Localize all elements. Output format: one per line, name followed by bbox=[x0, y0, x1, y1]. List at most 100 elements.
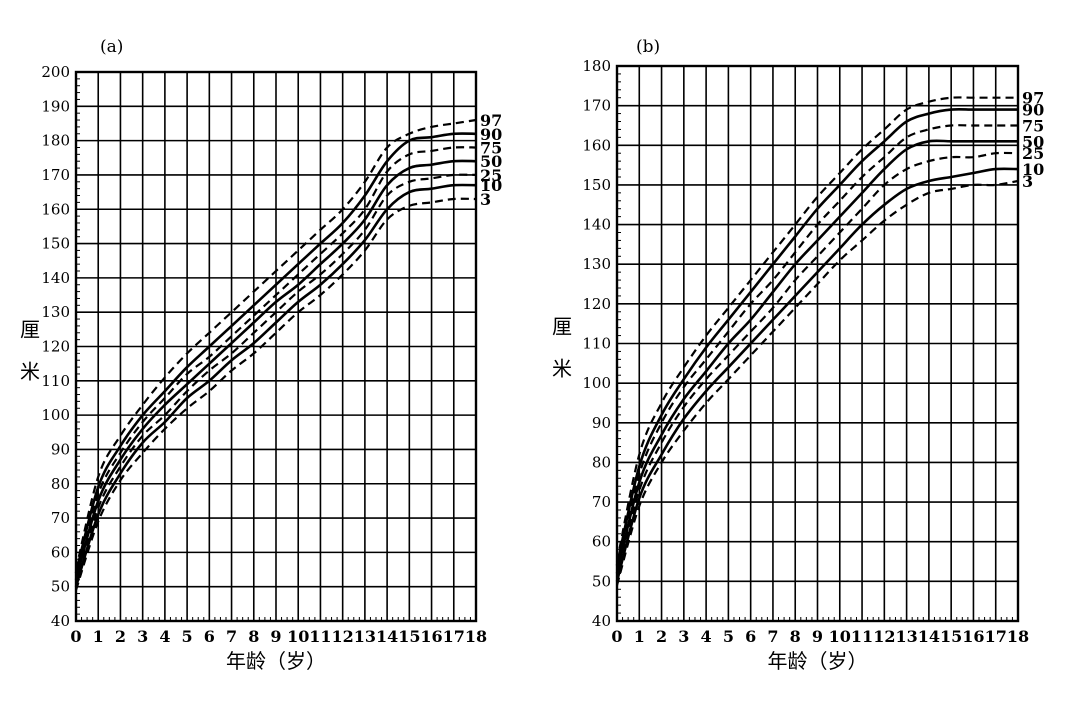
y-tick-label: 140 bbox=[41, 269, 70, 287]
y-tick-label: 170 bbox=[41, 166, 70, 184]
percentile-label: 90 bbox=[480, 125, 502, 144]
x-tick-label: 2 bbox=[115, 627, 126, 646]
x-tick-label: 10 bbox=[287, 627, 309, 646]
y-tick-label: 50 bbox=[592, 572, 611, 590]
y-tick-label: 120 bbox=[41, 338, 70, 356]
x-tick-label: 15 bbox=[398, 627, 420, 646]
y-tick-label: 40 bbox=[592, 612, 611, 630]
plot-frame bbox=[74, 70, 478, 623]
x-tick-label: 14 bbox=[918, 627, 940, 646]
y-tick-label: 180 bbox=[41, 132, 70, 150]
series-line-p75 bbox=[74, 146, 477, 577]
y-tick-label: 170 bbox=[582, 97, 611, 115]
x-tick-label: 18 bbox=[1007, 627, 1029, 646]
x-tick-label: 4 bbox=[159, 627, 170, 646]
x-tick-label: 8 bbox=[248, 627, 259, 646]
y-tick-label: 150 bbox=[41, 235, 70, 253]
series-line-p10 bbox=[74, 183, 477, 588]
y-tick-label: 150 bbox=[582, 176, 611, 194]
panel-label: (b) bbox=[636, 37, 660, 57]
y-tick-label: 120 bbox=[582, 295, 611, 313]
series-line-p90 bbox=[615, 107, 1018, 566]
series-line-p75 bbox=[615, 124, 1018, 570]
series-line-p97 bbox=[615, 96, 1018, 562]
y-tick-label: 130 bbox=[582, 255, 611, 273]
y-tick-label: 110 bbox=[582, 335, 611, 353]
x-tick-label: 1 bbox=[634, 627, 645, 646]
y-tick-label: 70 bbox=[51, 509, 70, 527]
x-tick-label: 11 bbox=[309, 627, 331, 646]
x-tick-label: 7 bbox=[767, 627, 778, 646]
percentile-label: 25 bbox=[480, 166, 502, 185]
x-axis-label: 年龄（岁） bbox=[226, 649, 326, 673]
x-tick-label: 7 bbox=[226, 627, 237, 646]
chart-panel-b: 4050607080901001101201301401501601701800… bbox=[552, 37, 1044, 673]
y-tick-label: 70 bbox=[592, 493, 611, 511]
series-line-p97 bbox=[74, 118, 477, 570]
y-tick-label: 80 bbox=[51, 475, 70, 493]
percentile-label: 10 bbox=[1022, 160, 1044, 179]
x-tick-label: 10 bbox=[829, 627, 851, 646]
x-tick-label: 11 bbox=[851, 627, 873, 646]
y-tick-label: 60 bbox=[592, 533, 611, 551]
y-tick-label: 100 bbox=[41, 406, 70, 424]
x-tick-label: 5 bbox=[723, 627, 734, 646]
plot-frame bbox=[615, 64, 1020, 623]
x-tick-label: 17 bbox=[985, 627, 1007, 646]
percentile-label: 50 bbox=[1022, 132, 1044, 151]
y-tick-label: 90 bbox=[592, 414, 611, 432]
x-tick-label: 16 bbox=[420, 627, 442, 646]
y-axis-label: 厘米 bbox=[552, 315, 572, 381]
panel-label: (a) bbox=[100, 37, 123, 57]
y-tick-label: 190 bbox=[41, 97, 70, 115]
percentile-label: 50 bbox=[480, 152, 502, 171]
y-axis-label: 厘米 bbox=[20, 318, 40, 384]
y-tick-label: 140 bbox=[582, 216, 611, 234]
y-tick-label: 90 bbox=[51, 440, 70, 458]
y-tick-label: 130 bbox=[41, 303, 70, 321]
percentile-label: 3 bbox=[1022, 172, 1033, 191]
x-tick-label: 3 bbox=[678, 627, 689, 646]
x-tick-label: 2 bbox=[656, 627, 667, 646]
percentile-label: 3 bbox=[480, 190, 491, 209]
series-line-p50 bbox=[615, 139, 1018, 574]
x-tick-label: 0 bbox=[611, 627, 622, 646]
y-tick-label: 40 bbox=[51, 612, 70, 630]
x-tick-label: 8 bbox=[790, 627, 801, 646]
x-tick-label: 12 bbox=[873, 627, 895, 646]
percentile-label: 75 bbox=[480, 138, 502, 157]
y-tick-label: 160 bbox=[41, 200, 70, 218]
y-tick-label: 50 bbox=[51, 578, 70, 596]
x-tick-label: 15 bbox=[940, 627, 962, 646]
x-tick-label: 9 bbox=[812, 627, 823, 646]
series-line-p50 bbox=[74, 159, 477, 581]
y-tick-label: 200 bbox=[41, 63, 70, 81]
series-line-p10 bbox=[615, 167, 1019, 582]
x-tick-label: 12 bbox=[332, 627, 354, 646]
percentile-label: 97 bbox=[480, 111, 502, 130]
chart-panel-a: 4050607080901001101201301401501601701801… bbox=[20, 37, 502, 673]
x-tick-label: 5 bbox=[182, 627, 193, 646]
x-axis-label: 年龄（岁） bbox=[768, 649, 868, 673]
y-tick-label: 180 bbox=[582, 57, 611, 75]
percentile-label: 90 bbox=[1022, 101, 1044, 120]
series-line-p90 bbox=[74, 132, 477, 574]
x-tick-label: 6 bbox=[204, 627, 215, 646]
x-tick-label: 4 bbox=[701, 627, 712, 646]
percentile-label: 10 bbox=[480, 176, 502, 195]
percentile-label: 75 bbox=[1022, 116, 1044, 135]
x-tick-label: 9 bbox=[270, 627, 281, 646]
x-tick-label: 3 bbox=[137, 627, 148, 646]
series-line-p3 bbox=[615, 179, 1019, 586]
y-tick-label: 160 bbox=[582, 136, 611, 154]
x-tick-label: 17 bbox=[443, 627, 465, 646]
x-tick-label: 0 bbox=[70, 627, 81, 646]
x-tick-label: 6 bbox=[745, 627, 756, 646]
percentile-label: 97 bbox=[1022, 89, 1044, 108]
x-tick-label: 1 bbox=[93, 627, 104, 646]
y-tick-label: 60 bbox=[51, 543, 70, 561]
x-tick-label: 16 bbox=[962, 627, 984, 646]
x-tick-label: 14 bbox=[376, 627, 398, 646]
percentile-label: 25 bbox=[1022, 144, 1044, 163]
